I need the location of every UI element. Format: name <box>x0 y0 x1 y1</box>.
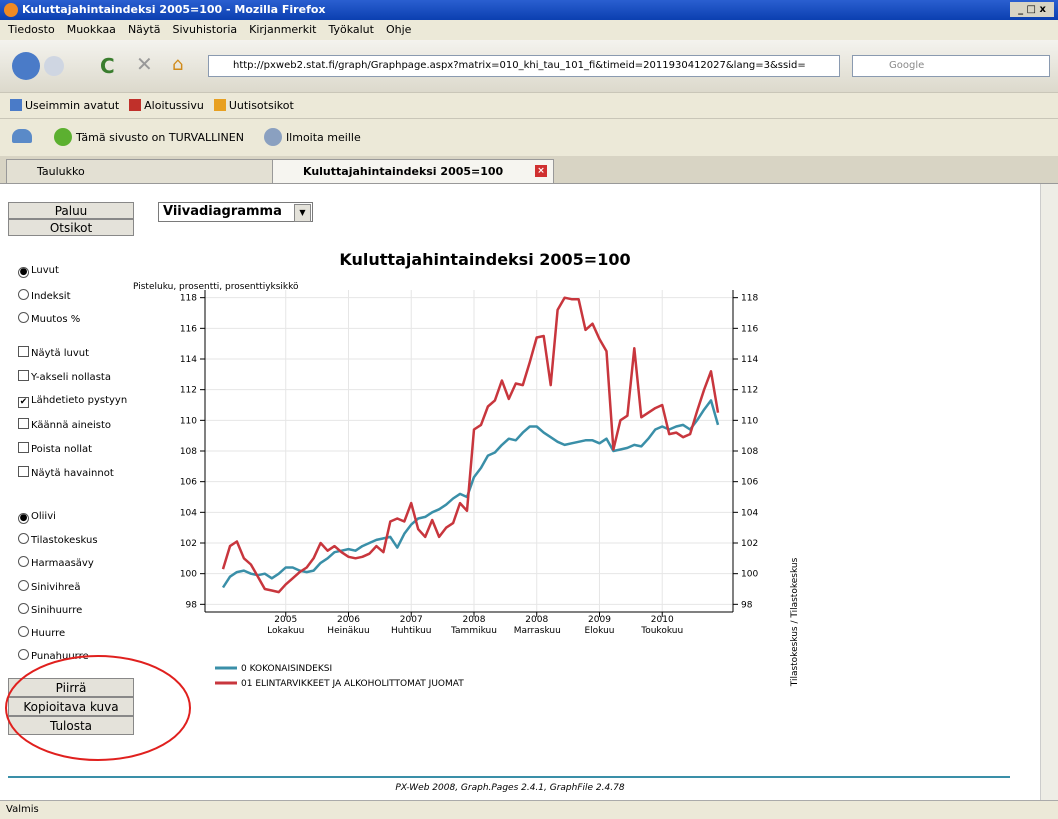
y-tick-label: 100 <box>180 570 197 580</box>
x-tick-label: 2010 Toukokuu <box>639 615 685 637</box>
y2-tick-label: 106 <box>741 478 758 488</box>
y-tick-label: 108 <box>180 447 197 457</box>
y-tick-label: 116 <box>180 324 197 334</box>
y-tick-label: 106 <box>180 478 197 488</box>
data-line <box>223 400 718 587</box>
chart: Kuluttajahintaindeksi 2005=100 Pisteluku… <box>0 0 1040 800</box>
scrollbar[interactable] <box>1040 184 1058 800</box>
y-tick-label: 110 <box>180 416 197 426</box>
y-tick-label: 102 <box>180 539 197 549</box>
status-text: Valmis <box>0 804 39 815</box>
y-tick-label: 98 <box>186 600 198 610</box>
x-tick-label: 2009 Elokuu <box>576 615 622 637</box>
y2-tick-label: 98 <box>741 600 753 610</box>
y-axis-label: Pisteluku, prosentti, prosenttiyksikkö <box>133 282 299 292</box>
chart-title: Kuluttajahintaindeksi 2005=100 <box>339 250 630 269</box>
y-tick-label: 118 <box>180 294 197 304</box>
x-tick-label: 2007 Huhtikuu <box>388 615 434 637</box>
y2-tick-label: 110 <box>741 416 758 426</box>
y2-tick-label: 114 <box>741 355 758 365</box>
status-bar: Valmis <box>0 800 1058 819</box>
y2-tick-label: 112 <box>741 386 758 396</box>
y2-tick-label: 108 <box>741 447 758 457</box>
y2-tick-label: 118 <box>741 294 758 304</box>
y-tick-label: 114 <box>180 355 197 365</box>
y2-tick-label: 100 <box>741 570 758 580</box>
annotation-ellipse <box>6 656 190 760</box>
x-tick-label: 2006 Heinäkuu <box>325 615 371 637</box>
y-tick-label: 104 <box>180 508 197 518</box>
y2-tick-label: 116 <box>741 324 758 334</box>
x-tick-label: 2008 Tammikuu <box>451 615 497 637</box>
y-tick-label: 112 <box>180 386 197 396</box>
x-tick-label: 2005 Lokakuu <box>263 615 309 637</box>
grid <box>205 290 733 612</box>
legend-label: 01 ELINTARVIKKEET JA ALKOHOLITTOMAT JUOM… <box>241 679 464 689</box>
x-tick-label: 2008 Marraskuu <box>514 615 560 637</box>
source-label: Tilastokeskus / Tilastokeskus <box>790 557 800 687</box>
page: Kuluttajahintaindeksi 2005=100 - Mozilla… <box>0 0 1058 818</box>
y2-tick-label: 104 <box>741 508 758 518</box>
legend-label: 0 KOKONAISINDEKSI <box>241 664 332 674</box>
y2-tick-label: 102 <box>741 539 758 549</box>
